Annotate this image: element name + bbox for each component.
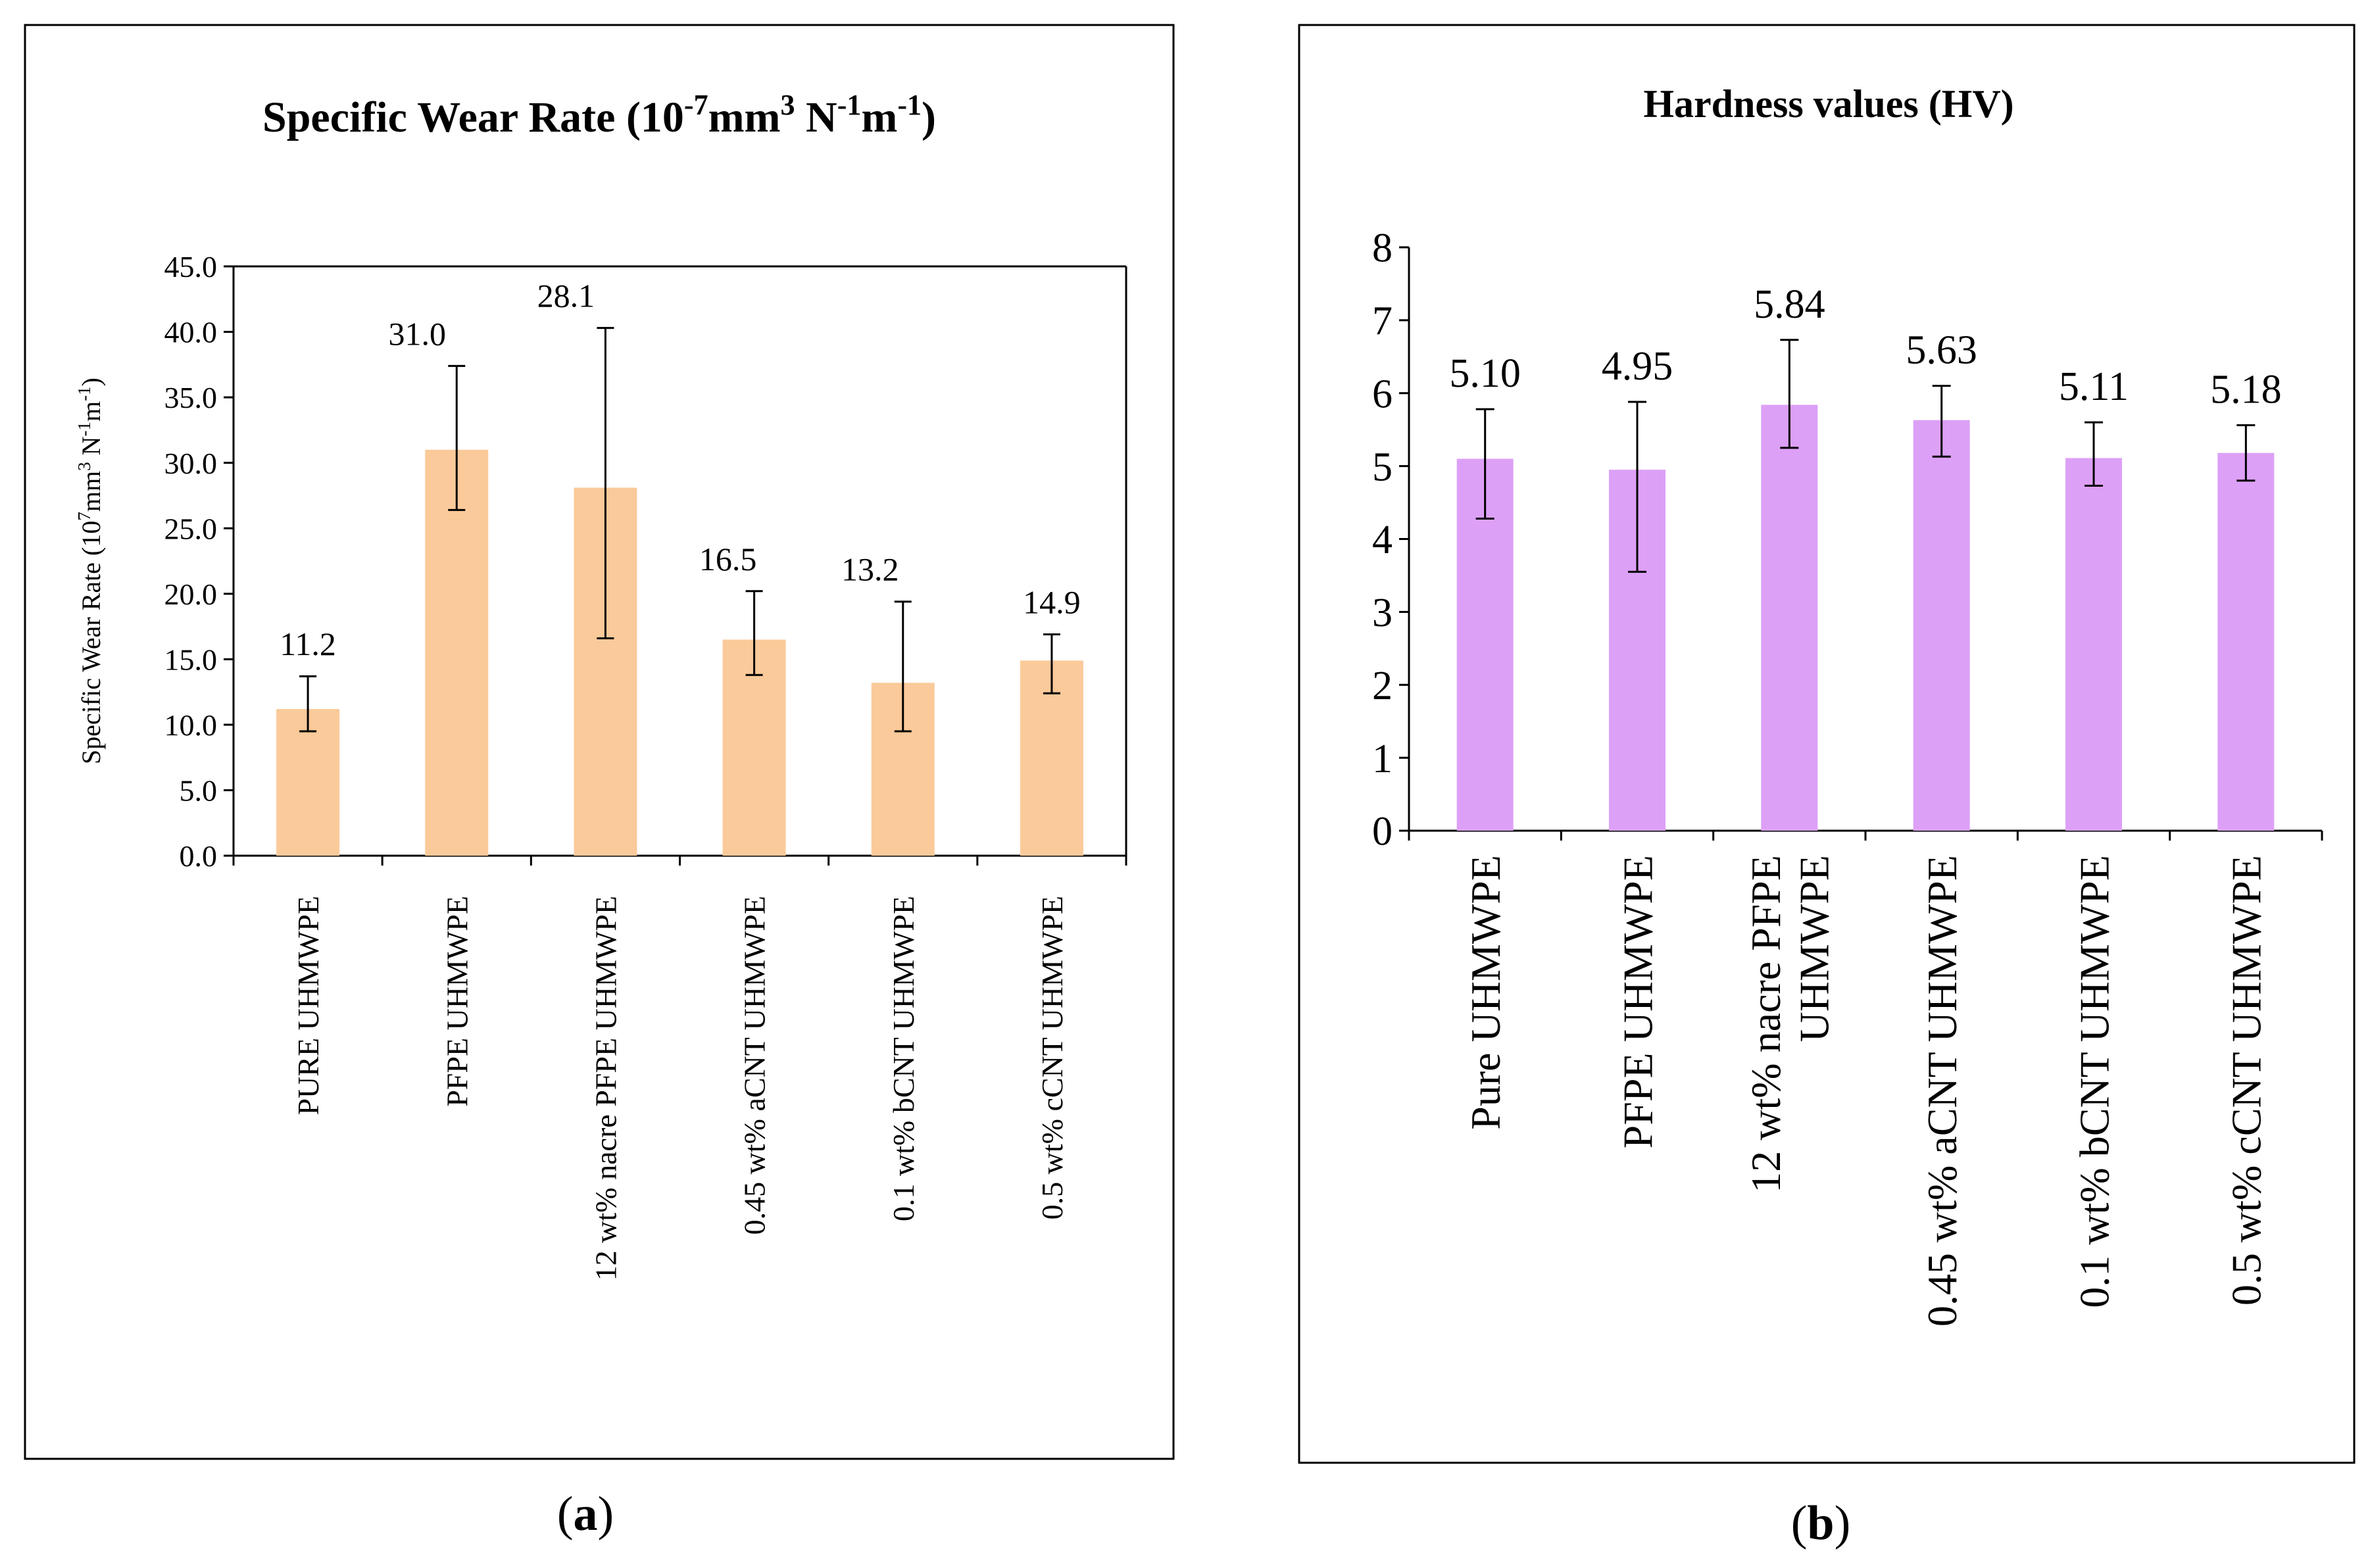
hardness-y-tick-label: 6: [1372, 372, 1393, 416]
wear-rate-value-label-5: 13.2: [841, 551, 899, 588]
wear-rate-category-label-5: 0.1 wt% bCNT UHMWPE: [887, 896, 920, 1221]
wear-rate-category-label-1: PURE UHMWPE: [291, 896, 325, 1115]
hardness-bar-6: [2217, 453, 2274, 831]
hardness-chart-title: Hardness values (HV): [1643, 82, 2013, 126]
hardness-bar-5: [2065, 458, 2122, 831]
hardness-bar-3: [1761, 404, 1817, 831]
wear-rate-y-tick-label: 0.0: [180, 839, 218, 873]
hardness-value-label-4: 5.63: [1906, 328, 1977, 373]
hardness-y-tick-label: 4: [1372, 518, 1393, 562]
hardness-value-label-5: 5.11: [2059, 364, 2129, 409]
wear-rate-value-label-4: 16.5: [699, 541, 757, 577]
hardness-value-label-3: 5.84: [1754, 282, 1825, 327]
wear-rate-chart-title: Specific Wear Rate (10-7mm3 N-1m-1): [262, 89, 936, 141]
figure: Specific Wear Rate (10-7mm3 N-1m-1) Spec…: [0, 0, 2370, 1568]
hardness-y-tick-label: 7: [1372, 299, 1393, 344]
wear-rate-category-label-2: PFPE UHMWPE: [440, 896, 474, 1107]
hardness-value-label-6: 5.18: [2210, 368, 2282, 412]
hardness-y-tick-label: 3: [1372, 591, 1393, 635]
hardness-y-tick-label: 0: [1372, 810, 1393, 854]
wear-rate-value-label-1: 11.2: [280, 625, 336, 662]
wear-rate-y-tick-label: 10.0: [164, 708, 218, 742]
wear-rate-category-label-3: 12 wt% nacre PFPE UHMWPE: [589, 896, 623, 1281]
hardness-panel: Hardness values (HV) 0 1 2 3 4 5 6 7 8 5.10 Pure U…: [1299, 25, 2354, 1463]
wear-rate-category-label-4: 0.45 wt% aCNT UHMWPE: [738, 896, 772, 1235]
hardness-category-label-4: 0.45 wt% aCNT UHMWPE: [1919, 855, 1965, 1327]
panel-b-label: (b): [1791, 1496, 1850, 1550]
hardness-y-tick-label: 2: [1372, 664, 1393, 708]
wear-rate-value-label-6: 14.9: [1023, 584, 1081, 621]
hardness-y-tick-label: 8: [1372, 226, 1393, 271]
hardness-category-label-3: UHMWPE: [1791, 855, 1838, 1042]
wear-rate-panel: Specific Wear Rate (10-7mm3 N-1m-1) Spec…: [25, 25, 1173, 1459]
hardness-category-label-5: 0.1 wt% bCNT UHMWPE: [2071, 855, 2117, 1308]
hardness-value-label-2: 4.95: [1602, 344, 1673, 389]
hardness-category-label-6: 0.5 wt% cCNT UHMWPE: [2223, 855, 2270, 1306]
hardness-value-label-1: 5.10: [1449, 351, 1521, 396]
wear-rate-category-label-6: 0.5 wt% cCNT UHMWPE: [1035, 896, 1069, 1219]
wear-rate-value-label-2: 31.0: [389, 315, 447, 352]
hardness-y-tick-label: 1: [1372, 737, 1393, 781]
wear-rate-y-tick-label: 30.0: [164, 447, 218, 480]
hardness-category-label-1: Pure UHMWPE: [1462, 855, 1509, 1130]
wear-rate-y-tick-label: 45.0: [164, 250, 218, 283]
wear-rate-y-tick-label: 15.0: [164, 643, 218, 676]
hardness-category-label-2: PFPE UHMWPE: [1614, 855, 1661, 1148]
wear-rate-y-tick-label: 5.0: [180, 774, 218, 808]
wear-rate-y-tick-label: 40.0: [164, 316, 218, 349]
wear-rate-y-tick-label: 20.0: [164, 577, 218, 611]
hardness-y-tick-label: 5: [1372, 445, 1393, 489]
wear-rate-y-tick-label: 25.0: [164, 512, 218, 545]
panel-a-label: (a): [557, 1487, 614, 1541]
wear-rate-y-tick-label: 35.0: [164, 381, 218, 414]
hardness-bar-4: [1913, 420, 1970, 831]
hardness-category-label-3: 12 wt% nacre PFPE: [1742, 855, 1789, 1193]
wear-rate-value-label-3: 28.1: [537, 278, 595, 314]
